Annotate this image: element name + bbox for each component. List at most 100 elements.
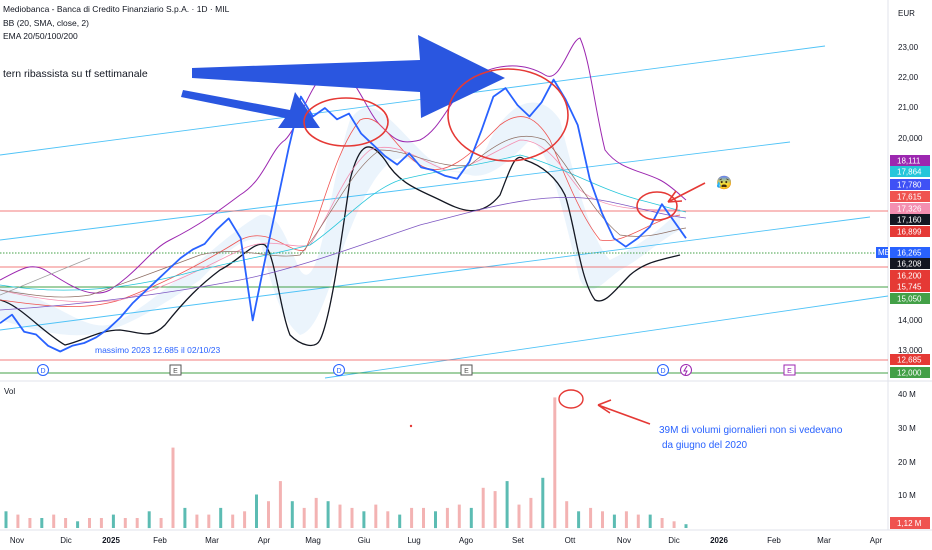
price-tag: 12,000 bbox=[890, 367, 930, 378]
price-tag: 12,685 bbox=[890, 354, 930, 365]
red-circle-right bbox=[636, 191, 678, 221]
ema-20-line bbox=[0, 116, 681, 308]
svg-text:MB: MB bbox=[878, 248, 890, 257]
volume-bar bbox=[469, 507, 473, 528]
time-tick: Mar bbox=[205, 536, 219, 545]
price-tick: 21,00 bbox=[898, 103, 919, 112]
price-tick: 23,00 bbox=[898, 43, 919, 52]
svg-text:E: E bbox=[787, 368, 792, 375]
volume-bar bbox=[28, 518, 32, 528]
trend-channel-upper bbox=[0, 45, 826, 156]
price-tag: 16,899 bbox=[890, 226, 930, 237]
volume-bar bbox=[159, 518, 163, 528]
time-tick: Dic bbox=[668, 536, 680, 545]
volume-tag: 1,12 M bbox=[890, 517, 930, 529]
volume-bar bbox=[135, 518, 139, 528]
volume-bar bbox=[434, 511, 437, 529]
price-tag: 17,326 bbox=[890, 203, 930, 214]
svg-text:16,208: 16,208 bbox=[897, 260, 922, 269]
max-annotation: massimo 2023 12.685 il 02/10/23 bbox=[95, 345, 221, 355]
price-tag: 16,208 bbox=[890, 258, 930, 269]
volume-note-line1: 39M di volumi giornalieri non si vedevan… bbox=[659, 425, 843, 436]
volume-tick: 30 M bbox=[898, 424, 916, 433]
price-tag: 15,050 bbox=[890, 293, 930, 304]
volume-bar bbox=[362, 511, 366, 529]
svg-text:12,685: 12,685 bbox=[897, 356, 922, 365]
svg-text:17,780: 17,780 bbox=[897, 181, 922, 190]
price-tag: 17,160 bbox=[890, 214, 930, 225]
chart-title: Mediobanca - Banca di Credito Finanziari… bbox=[3, 4, 230, 14]
volume-bars bbox=[4, 397, 688, 529]
time-tick: Mag bbox=[305, 536, 321, 545]
volume-bar bbox=[445, 507, 449, 528]
time-tick: Feb bbox=[153, 536, 167, 545]
event-marker-dividend-3: D bbox=[657, 364, 669, 376]
time-tick: Giu bbox=[358, 536, 370, 545]
price-tag: 16,200 bbox=[890, 270, 930, 281]
time-tick: Dic bbox=[60, 536, 72, 545]
time-tick: Nov bbox=[10, 536, 24, 545]
volume-bar bbox=[505, 481, 509, 528]
trend-channel-mid bbox=[0, 141, 791, 241]
svg-text:18,111: 18,111 bbox=[897, 157, 921, 166]
volume-bar bbox=[636, 514, 640, 528]
svg-text:16,200: 16,200 bbox=[897, 272, 922, 281]
currency-label: EUR bbox=[898, 9, 915, 18]
volume-bar bbox=[410, 507, 414, 528]
volume-bar bbox=[278, 481, 282, 528]
time-tick: 2025 bbox=[102, 536, 120, 545]
volume-label: Vol bbox=[4, 387, 15, 396]
volume-bar bbox=[314, 497, 318, 529]
volume-bar bbox=[290, 501, 294, 528]
svg-text:12,000: 12,000 bbox=[897, 369, 922, 378]
volume-bar bbox=[493, 491, 497, 528]
time-tick: Lug bbox=[407, 536, 420, 545]
big-arrow-upper bbox=[192, 35, 505, 118]
volume-bar bbox=[457, 504, 461, 528]
price-tags: 18,111 17,864 17,780 17,615 17,326 17,160 16,8… bbox=[890, 155, 930, 378]
time-tick: Apr bbox=[258, 536, 271, 545]
volume-bar bbox=[541, 477, 545, 529]
svg-text:D: D bbox=[660, 368, 665, 375]
time-axis: Nov Dic 2025 Feb Mar Apr Mag Giu Lug Ago Set Ott Nov… bbox=[10, 536, 883, 545]
volume-bar bbox=[565, 501, 569, 528]
pattern-annotation: tern ribassista su tf settimanale bbox=[3, 68, 148, 80]
time-tick: Nov bbox=[617, 536, 631, 545]
ema-50-line bbox=[0, 139, 681, 303]
price-tag: 17,615 bbox=[890, 191, 930, 202]
event-marker-earnings-3: E bbox=[783, 364, 796, 376]
price-tag: 16,265 bbox=[890, 247, 930, 258]
svg-text:15,745: 15,745 bbox=[897, 283, 922, 292]
svg-text:17,326: 17,326 bbox=[897, 205, 922, 214]
svg-text:16,265: 16,265 bbox=[897, 249, 922, 258]
svg-text:D: D bbox=[40, 368, 45, 375]
volume-dot bbox=[409, 424, 413, 428]
event-marker-dividend-1: D bbox=[37, 364, 49, 376]
red-circle-top-mid bbox=[447, 68, 569, 162]
volume-bar bbox=[183, 507, 187, 528]
volume-bar bbox=[422, 507, 425, 528]
time-tick: Set bbox=[512, 536, 525, 545]
ema-100-line bbox=[0, 154, 687, 291]
volume-bar bbox=[302, 507, 306, 528]
volume-bar bbox=[338, 504, 342, 528]
svg-text:E: E bbox=[464, 368, 469, 375]
volume-bar bbox=[171, 447, 175, 528]
price-tag: 18,111 bbox=[890, 155, 930, 166]
volume-bar bbox=[577, 511, 581, 529]
volume-bar bbox=[16, 514, 20, 528]
red-circle-top-left bbox=[303, 97, 389, 147]
volume-bar bbox=[111, 514, 115, 528]
volume-bar bbox=[660, 518, 664, 528]
event-marker-earnings-1: E bbox=[169, 364, 182, 376]
volume-bar bbox=[374, 504, 378, 528]
svg-text:16,899: 16,899 bbox=[897, 228, 922, 237]
volume-bar bbox=[88, 518, 91, 528]
volume-bar bbox=[40, 518, 44, 528]
volume-bar bbox=[64, 518, 68, 528]
volume-bar bbox=[589, 507, 593, 528]
volume-bar bbox=[350, 507, 354, 528]
bollinger-band-fill bbox=[0, 102, 680, 336]
time-tick: Feb bbox=[767, 536, 781, 545]
